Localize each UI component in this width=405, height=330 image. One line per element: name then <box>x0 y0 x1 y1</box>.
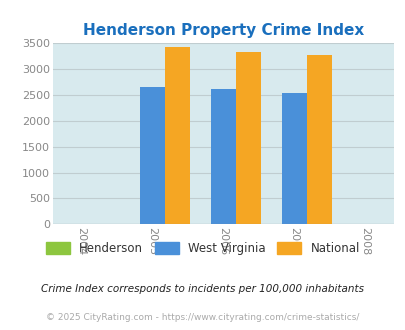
Bar <box>281 93 306 224</box>
Bar <box>210 89 235 224</box>
Bar <box>139 87 164 224</box>
Bar <box>306 55 331 224</box>
Title: Henderson Property Crime Index: Henderson Property Crime Index <box>83 22 363 38</box>
Text: Crime Index corresponds to incidents per 100,000 inhabitants: Crime Index corresponds to incidents per… <box>41 284 364 294</box>
Bar <box>235 52 260 224</box>
Bar <box>164 47 189 224</box>
Legend: Henderson, West Virginia, National: Henderson, West Virginia, National <box>41 237 364 259</box>
Text: © 2025 CityRating.com - https://www.cityrating.com/crime-statistics/: © 2025 CityRating.com - https://www.city… <box>46 313 359 322</box>
